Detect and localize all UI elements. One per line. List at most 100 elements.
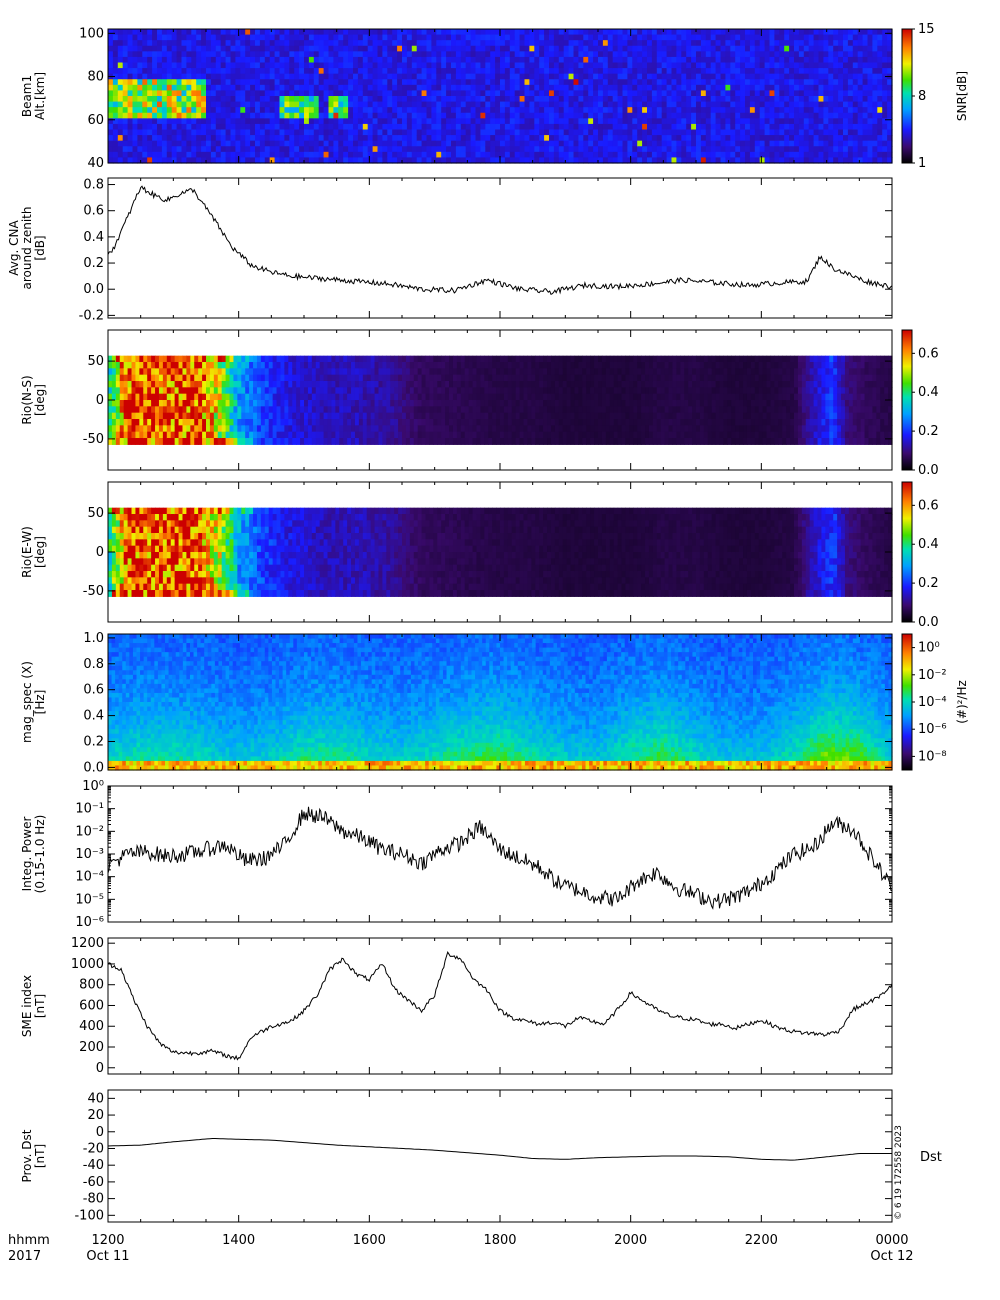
- beam1-cell: [764, 146, 771, 153]
- rio-cell: [209, 374, 215, 382]
- beam1-cell: [529, 40, 535, 47]
- rio-cell: [127, 374, 133, 382]
- rio-cell: [409, 393, 415, 401]
- beam1-cell: [666, 84, 673, 92]
- rio-cell: [296, 387, 301, 395]
- beam1-cell: [637, 112, 643, 119]
- rio-cell: [147, 381, 152, 388]
- beam1-cell: [421, 45, 428, 52]
- beam1-cell: [480, 62, 486, 69]
- beam1-cell: [519, 123, 526, 131]
- beam1-cell: [500, 62, 506, 69]
- beam1-cell: [764, 129, 771, 136]
- beam1-cell: [451, 34, 457, 41]
- beam1-cell: [632, 29, 638, 36]
- beam1-cell: [642, 79, 648, 86]
- beam1-cell: [671, 73, 677, 80]
- rio-cell: [221, 362, 227, 369]
- beam1-cell: [215, 112, 222, 119]
- beam1-cell: [504, 123, 511, 131]
- beam1-cell: [598, 68, 604, 75]
- beam1-cell: [534, 146, 540, 153]
- rio-cell: [347, 425, 352, 433]
- beam1-cell: [181, 56, 187, 64]
- beam1-cell: [460, 140, 467, 147]
- beam1-cell: [387, 96, 393, 103]
- beam1-cell: [681, 56, 687, 64]
- beam1-cell: [245, 135, 251, 142]
- rio-cell: [127, 362, 133, 369]
- beam1-cell: [730, 29, 736, 36]
- beam1-cell: [269, 101, 276, 108]
- beam1-cell: [857, 146, 864, 153]
- beam1-cell: [524, 157, 530, 164]
- rio-cell: [311, 355, 317, 363]
- beam1-cell: [117, 56, 124, 64]
- beam1-cell: [838, 79, 844, 86]
- beam1-cell: [166, 101, 173, 108]
- beam1-cell: [142, 29, 148, 36]
- beam1-cell: [176, 84, 183, 92]
- beam1-cell: [392, 90, 398, 97]
- rio-cell: [276, 412, 282, 420]
- beam1-cell: [367, 101, 374, 108]
- beam1-cell: [117, 29, 124, 36]
- rio-cell: [405, 368, 411, 376]
- beam1-cell: [240, 79, 246, 86]
- beam1-cell: [108, 79, 114, 86]
- beam1-cell: [240, 56, 246, 64]
- beam1-cell: [539, 123, 545, 131]
- rio-cell: [417, 387, 423, 395]
- beam1-cell: [563, 151, 570, 159]
- rio-cell: [253, 400, 258, 407]
- beam1-cell: [803, 112, 810, 119]
- beam1-cell: [353, 135, 359, 142]
- beam1-cell: [808, 96, 815, 103]
- beam1-cell: [353, 123, 359, 131]
- rio-cell: [249, 412, 254, 420]
- beam1-cell: [294, 146, 300, 153]
- beam1-cell: [847, 129, 854, 136]
- beam1-cell: [700, 90, 707, 97]
- beam1-cell: [745, 90, 751, 97]
- beam1-cell: [519, 146, 526, 153]
- beam1-cell: [882, 34, 888, 41]
- beam1-cell: [774, 90, 780, 97]
- beam1-cell: [274, 118, 281, 125]
- beam1-cell: [519, 79, 526, 86]
- beam1-cell: [617, 90, 624, 97]
- beam1-cell: [269, 157, 276, 164]
- beam1-cell: [519, 112, 526, 119]
- rio-cell: [362, 387, 368, 395]
- beam1-cell: [289, 96, 295, 103]
- beam1-cell: [470, 112, 477, 119]
- beam1-cell: [230, 151, 236, 159]
- beam1-cell: [798, 135, 805, 142]
- rio-cell: [394, 374, 399, 382]
- beam1-cell: [201, 118, 207, 125]
- beam1-cell: [887, 129, 893, 136]
- rio-cell: [213, 431, 219, 439]
- beam1-cell: [754, 73, 761, 80]
- beam1-cell: [666, 157, 673, 164]
- beam1-cell: [495, 84, 501, 92]
- beam1-cell: [813, 118, 820, 125]
- beam1-cell: [230, 51, 236, 58]
- beam1-cell: [245, 140, 251, 147]
- beam1-cell: [514, 34, 521, 41]
- beam1-cell: [495, 101, 501, 108]
- rio-cell: [351, 368, 356, 376]
- beam1-cell: [867, 123, 873, 131]
- beam1-cell: [308, 79, 315, 86]
- beam1-cell: [171, 73, 178, 80]
- rio-cell: [390, 431, 395, 439]
- beam1-cell: [147, 123, 153, 131]
- rio-cell: [370, 419, 376, 426]
- rio-cell: [276, 368, 282, 376]
- beam1-cell: [872, 135, 878, 142]
- beam1-cell: [372, 34, 379, 41]
- rio-cell: [209, 368, 215, 376]
- rio-cell: [198, 438, 203, 445]
- beam1-cell: [798, 40, 805, 47]
- beam1-cell: [715, 96, 722, 103]
